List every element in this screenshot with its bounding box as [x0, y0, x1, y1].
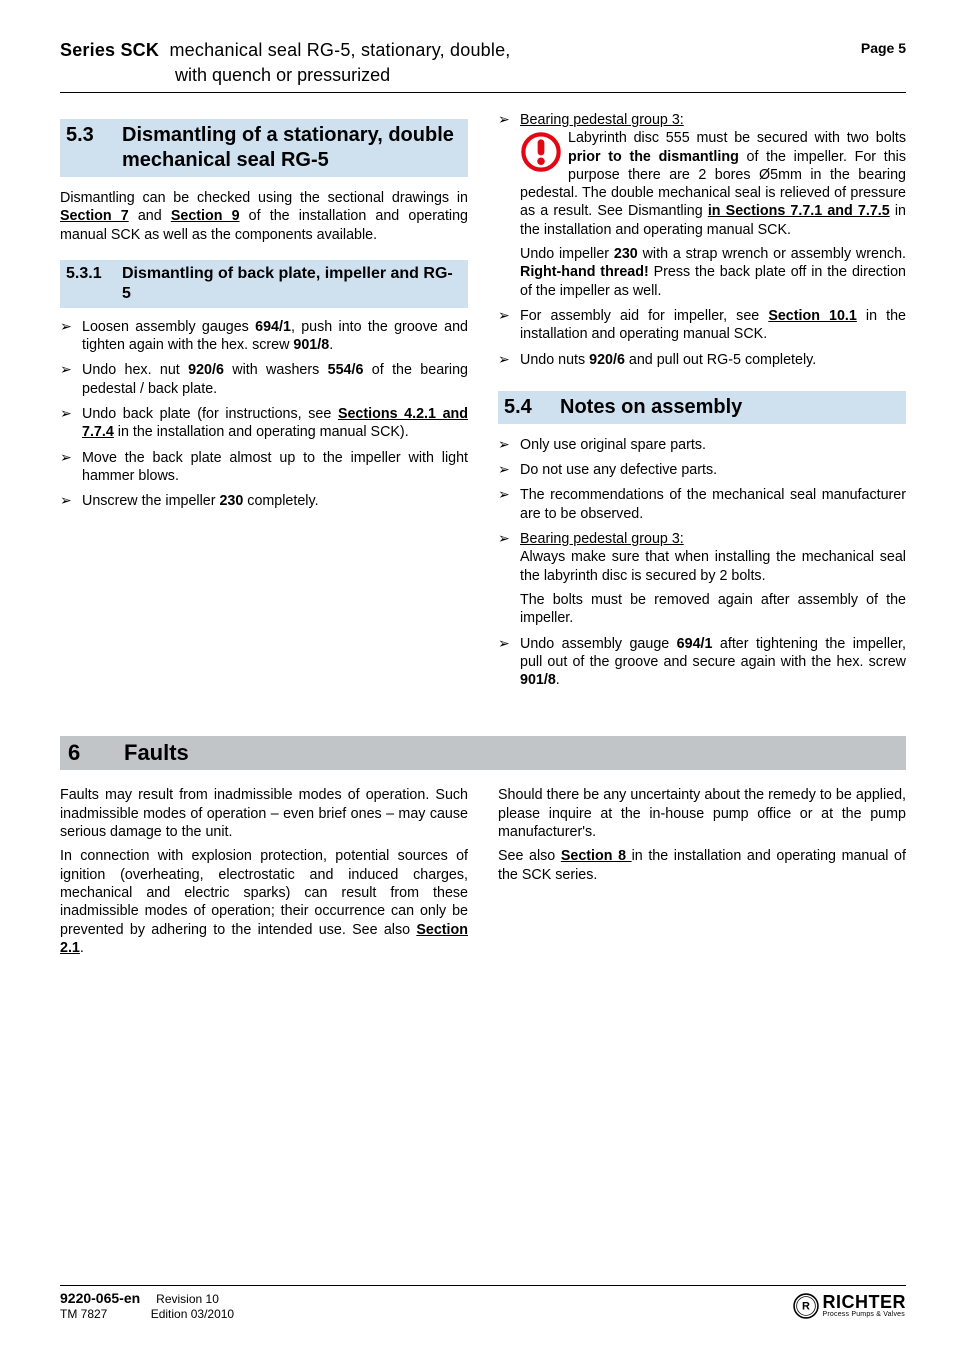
heading-6-txt: Faults [124, 740, 189, 765]
heading-6: 6Faults [60, 736, 906, 770]
list-item: Loosen assembly gauges 694/1, push into … [60, 318, 468, 355]
series-label: Series SCK [60, 40, 159, 60]
heading-6-num: 6 [68, 740, 124, 766]
list-item: Undo nuts 920/6 and pull out RG-5 comple… [498, 351, 906, 369]
heading-5-3-1-num: 5.3.1 [66, 264, 122, 284]
heading-5-3: 5.3Dismantling of a stationary, double m… [60, 119, 468, 177]
list-item: Undo back plate (for instructions, see S… [60, 405, 468, 442]
footer-logo: R RICHTER Process Pumps & Valves [793, 1293, 907, 1319]
bp3-para2: Undo impeller 230 with a strap wrench or… [520, 245, 906, 300]
warning-icon [520, 131, 562, 173]
bp3-warning-block: Labyrinth disc 555 must be secured with … [520, 129, 906, 239]
doc-header: Series SCK mechanical seal RG-5, station… [60, 40, 511, 61]
list-item: Undo hex. nut 920/6 with washers 554/6 o… [60, 361, 468, 398]
footer-left: 9220-065-en Revision 10 TM 7827 Edition 0… [60, 1290, 234, 1321]
sec6-left-p2: In connection with explosion protection,… [60, 847, 468, 957]
svg-text:R: R [802, 1300, 810, 1312]
list-item: Unscrew the impeller 230 completely. [60, 492, 468, 510]
heading-5-3-txt: Dismantling of a stationary, double mech… [122, 123, 456, 173]
sec6-right-p1: Should there be any uncertainty about th… [498, 786, 906, 841]
series-desc2: with quench or pressurized [175, 65, 906, 86]
list-right-top: Bearing pedestal group 3: Labyrinth disc… [498, 111, 906, 369]
heading-5-3-1-txt: Dismantling of back plate, impeller and … [122, 264, 456, 304]
list-5-4: Only use original spare parts. Do not us… [498, 436, 906, 690]
header-rule [60, 92, 906, 93]
heading-5-3-1: 5.3.1Dismantling of back plate, impeller… [60, 260, 468, 308]
list-item: Undo assembly gauge 694/1 after tighteni… [498, 635, 906, 690]
footer-tm: TM 7827 [60, 1307, 107, 1321]
page-footer: 9220-065-en Revision 10 TM 7827 Edition 0… [60, 1285, 906, 1321]
list-item: For assembly aid for impeller, see Secti… [498, 307, 906, 344]
page-number: Page 5 [861, 40, 906, 56]
footer-brand: RICHTER [823, 1293, 907, 1311]
bp3-heading: Bearing pedestal group 3: [520, 112, 684, 128]
list-item: Only use original spare parts. [498, 436, 906, 454]
bp3-54-body: Always make sure that when installing th… [520, 549, 906, 583]
bp3-54-heading: Bearing pedestal group 3: [520, 531, 684, 547]
bp3-54-body2: The bolts must be removed again after as… [520, 591, 906, 628]
footer-edition: Edition 03/2010 [151, 1307, 234, 1321]
list-item: Do not use any defective parts. [498, 461, 906, 479]
heading-5-4-txt: Notes on assembly [560, 395, 742, 420]
footer-docnum: 9220-065-en [60, 1290, 140, 1306]
logo-icon: R [793, 1293, 819, 1319]
heading-5-3-num: 5.3 [66, 123, 122, 148]
sec6-left-p1: Faults may result from inadmissible mode… [60, 786, 468, 841]
heading-5-4-num: 5.4 [504, 395, 560, 420]
list-item: The recommendations of the mechanical se… [498, 486, 906, 523]
para-5-3-intro: Dismantling can be checked using the sec… [60, 189, 468, 244]
series-desc: mechanical seal RG-5, stationary, double… [169, 40, 510, 60]
list-5-3-1: Loosen assembly gauges 694/1, push into … [60, 318, 468, 511]
sec6-right-p2: See also Section 8 in the installation a… [498, 847, 906, 884]
list-item: Move the back plate almost up to the imp… [60, 449, 468, 486]
list-item-bp3-54: Bearing pedestal group 3: Always make su… [498, 530, 906, 627]
footer-tagline: Process Pumps & Valves [823, 1311, 907, 1318]
list-item-bp3: Bearing pedestal group 3: Labyrinth disc… [498, 111, 906, 300]
footer-revision: Revision 10 [156, 1292, 219, 1306]
heading-5-4: 5.4Notes on assembly [498, 391, 906, 424]
bp3-warning-text: Labyrinth disc 555 must be secured with … [520, 130, 906, 237]
